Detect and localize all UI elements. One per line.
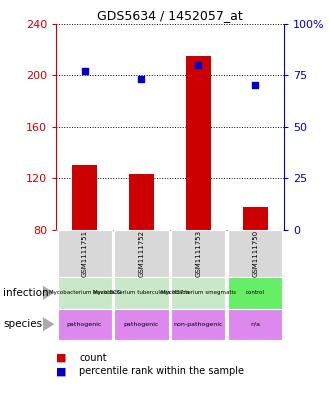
Point <box>196 62 201 68</box>
Text: pathogenic: pathogenic <box>124 322 159 327</box>
Text: n/a: n/a <box>250 322 260 327</box>
Bar <box>129 174 154 230</box>
Text: Mycobacterium bovis BCG: Mycobacterium bovis BCG <box>49 290 120 295</box>
Text: GSM1111750: GSM1111750 <box>252 230 258 277</box>
Text: Mycobacterium smegmatis: Mycobacterium smegmatis <box>161 290 236 295</box>
Text: GSM1111753: GSM1111753 <box>195 230 201 277</box>
Text: ■: ■ <box>56 353 67 363</box>
Bar <box>243 207 268 230</box>
Text: Mycobacterium tuberculosis H37ra: Mycobacterium tuberculosis H37ra <box>93 290 189 295</box>
Text: GSM1111752: GSM1111752 <box>139 230 145 277</box>
Point <box>82 68 87 74</box>
Point <box>253 83 258 89</box>
Text: ■: ■ <box>56 366 67 376</box>
Text: GSM1111751: GSM1111751 <box>82 230 87 277</box>
Text: non-pathogenic: non-pathogenic <box>174 322 223 327</box>
Text: species: species <box>3 319 43 329</box>
Point <box>139 76 144 83</box>
Text: pathogenic: pathogenic <box>67 322 102 327</box>
Title: GDS5634 / 1452057_at: GDS5634 / 1452057_at <box>97 9 243 22</box>
Text: infection: infection <box>3 288 49 298</box>
Text: count: count <box>79 353 107 363</box>
Text: control: control <box>246 290 265 295</box>
Bar <box>72 165 97 230</box>
Bar <box>185 56 211 230</box>
Text: percentile rank within the sample: percentile rank within the sample <box>79 366 244 376</box>
